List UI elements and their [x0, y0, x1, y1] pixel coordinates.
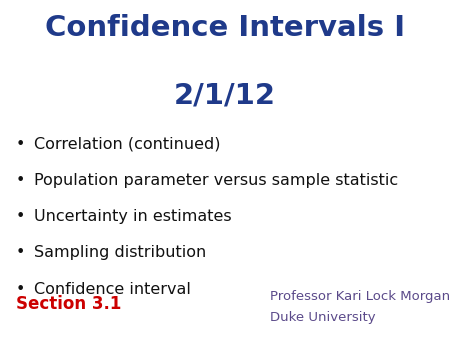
Text: Sampling distribution: Sampling distribution	[34, 245, 206, 260]
Text: Correlation (continued): Correlation (continued)	[34, 137, 220, 152]
Text: Duke University: Duke University	[270, 312, 376, 324]
Text: Professor Kari Lock Morgan: Professor Kari Lock Morgan	[270, 290, 450, 303]
Text: Uncertainty in estimates: Uncertainty in estimates	[34, 209, 231, 224]
Text: Population parameter versus sample statistic: Population parameter versus sample stati…	[34, 173, 398, 188]
Text: Section 3.1: Section 3.1	[16, 295, 121, 313]
Text: •: •	[16, 245, 25, 260]
Text: Confidence interval: Confidence interval	[34, 282, 191, 296]
Text: 2/1/12: 2/1/12	[174, 81, 276, 109]
Text: •: •	[16, 173, 25, 188]
Text: •: •	[16, 282, 25, 296]
Text: •: •	[16, 209, 25, 224]
Text: •: •	[16, 137, 25, 152]
Text: Confidence Intervals I: Confidence Intervals I	[45, 14, 405, 42]
